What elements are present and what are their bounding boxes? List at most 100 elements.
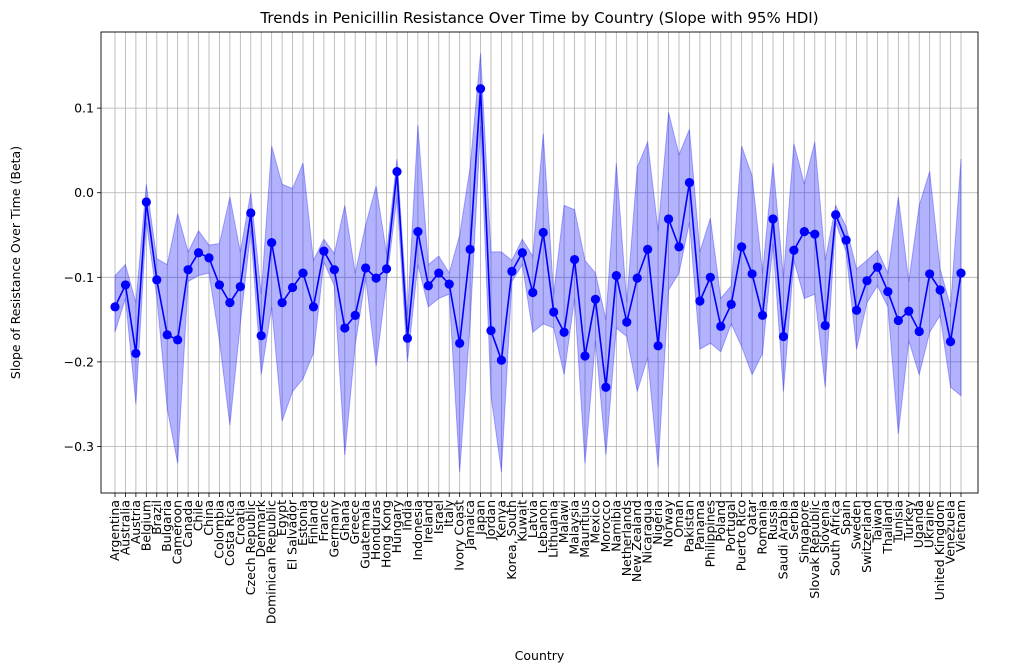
data-point xyxy=(569,254,580,265)
x-tick-label: Ghana xyxy=(337,500,352,541)
x-tick-label: Denmark xyxy=(253,499,268,557)
x-tick-label: Canada xyxy=(180,500,195,548)
y-tick-label: −0.1 xyxy=(64,270,94,285)
y-gridlines xyxy=(101,107,978,447)
x-tick-label: Costa Rica xyxy=(222,500,237,566)
data-point xyxy=(246,208,256,218)
x-tick-label: Argentina xyxy=(107,500,122,561)
data-point xyxy=(434,268,444,278)
x-tick-label: New Zealand xyxy=(629,500,644,582)
x-gridlines xyxy=(114,32,962,493)
chart-title: Trends in Penicillin Resistance Over Tim… xyxy=(259,9,818,27)
x-tick-label: China xyxy=(201,500,216,536)
data-point xyxy=(528,287,538,298)
x-tick-label: Singapore xyxy=(796,500,811,563)
data-point xyxy=(872,262,883,272)
data-point xyxy=(517,248,527,258)
x-tick-label: Mexico xyxy=(587,500,602,544)
y-tick-label: 0.0 xyxy=(74,185,94,200)
data-point xyxy=(925,269,935,279)
data-point xyxy=(277,298,287,308)
data-point xyxy=(225,298,235,308)
data-point xyxy=(392,166,402,177)
data-point xyxy=(945,336,956,347)
x-tick-label: Thailand xyxy=(880,500,895,555)
data-point xyxy=(757,310,768,320)
x-tick-label: Honduras xyxy=(368,500,383,560)
data-point xyxy=(308,302,319,312)
x-tick-label: Kenya xyxy=(493,500,508,538)
x-tick-label: Cameroon xyxy=(170,500,185,564)
x-tick-label: Germany xyxy=(326,499,341,557)
x-tick-label: Chile xyxy=(191,500,206,532)
x-tick-label: Saudi Arabia xyxy=(775,500,790,579)
y-tick-label: 0.1 xyxy=(74,101,94,116)
data-point xyxy=(643,244,653,254)
x-tick-label: Guatemala xyxy=(358,500,373,569)
x-tick-label: United Kingdom xyxy=(932,500,947,600)
data-point xyxy=(799,227,809,237)
data-point xyxy=(935,285,945,295)
data-point xyxy=(695,296,705,306)
x-tick-label: Switzerland xyxy=(859,500,874,573)
data-point xyxy=(726,299,736,309)
data-point xyxy=(622,317,632,327)
x-tick-label: Lithuania xyxy=(546,500,561,558)
data-point xyxy=(475,84,486,94)
x-tick-label: Indonesia xyxy=(410,500,425,560)
x-tick-label: El Salvador xyxy=(285,499,300,570)
x-tick-label: Dominican Republic xyxy=(264,500,279,624)
data-point xyxy=(674,242,684,252)
x-tick-label: Austria xyxy=(128,500,143,544)
x-axis-ticks: ArgentinaAustraliaAustriaBelgiumBrazilBu… xyxy=(107,493,968,624)
data-point xyxy=(256,331,266,341)
data-point xyxy=(601,382,611,392)
data-point xyxy=(580,351,590,361)
x-tick-label: Israel xyxy=(431,500,446,534)
data-point xyxy=(705,272,715,282)
x-tick-label: Portugal xyxy=(723,500,738,552)
data-point xyxy=(716,321,726,331)
data-point xyxy=(496,355,507,365)
data-point xyxy=(329,265,339,275)
data-points xyxy=(110,84,966,392)
data-point xyxy=(162,330,172,340)
x-tick-label: Mauritius xyxy=(577,500,592,558)
y-axis-label: Slope of Resistance Over Time (Beta) xyxy=(8,146,23,379)
data-point xyxy=(862,276,872,286)
data-point xyxy=(298,268,308,278)
x-tick-label: Poland xyxy=(713,500,728,542)
data-point xyxy=(319,246,329,256)
x-tick-label: Lebanon xyxy=(535,500,550,554)
data-point xyxy=(778,331,789,342)
y-axis-ticks: 0.1 0.0 −0.1 −0.2 −0.3 xyxy=(64,101,101,454)
x-tick-label: Netherlands xyxy=(619,500,634,576)
data-point xyxy=(465,244,475,254)
data-point xyxy=(914,326,924,337)
data-point xyxy=(152,275,162,285)
data-point xyxy=(193,248,204,258)
data-point xyxy=(444,279,454,289)
data-point xyxy=(173,335,183,345)
data-point xyxy=(287,282,298,293)
data-point xyxy=(120,280,131,290)
data-point xyxy=(904,306,914,316)
x-tick-label: Jamaica xyxy=(462,500,477,550)
data-point xyxy=(590,294,601,304)
x-tick-label: Philippines xyxy=(702,500,717,567)
x-tick-label: Greece xyxy=(347,500,362,545)
x-tick-label: Oman xyxy=(671,500,686,538)
data-point xyxy=(549,307,559,317)
x-tick-label: South Africa xyxy=(828,500,843,576)
x-tick-label: Pakistan xyxy=(681,500,696,552)
x-tick-label: Bulgaria xyxy=(159,500,174,552)
x-tick-label: Turkey xyxy=(901,499,916,541)
x-axis-label: Country xyxy=(515,648,565,663)
data-point xyxy=(747,269,757,279)
x-tick-label: Colombia xyxy=(211,500,226,559)
x-tick-label: Belgium xyxy=(138,500,153,551)
data-point xyxy=(141,197,151,207)
x-tick-label: Estonia xyxy=(295,500,310,546)
y-tick-label: −0.2 xyxy=(64,354,94,369)
